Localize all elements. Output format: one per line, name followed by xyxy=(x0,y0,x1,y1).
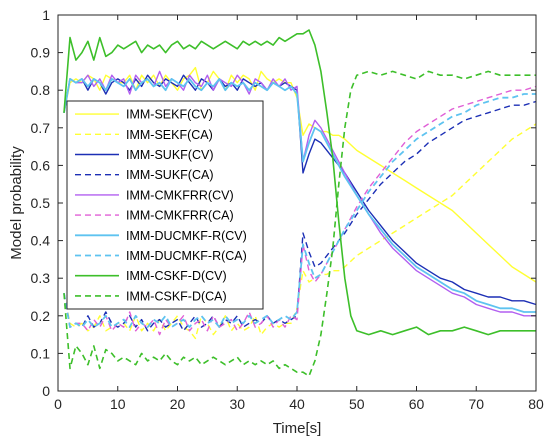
y-tick-label: 1 xyxy=(42,7,50,23)
y-axis-label: Model probability xyxy=(8,146,25,260)
series-line-4 xyxy=(63,70,536,317)
series-layer xyxy=(63,29,537,377)
y-tick-label: 0.5 xyxy=(31,195,51,211)
y-tick-label: 0 xyxy=(42,383,50,399)
legend: IMM-SEKF(CV) IMM-SEKF(CA) IMM-SUKF(CV) IMM-… xyxy=(66,100,264,310)
series-line-5 xyxy=(63,85,537,336)
series-line-8 xyxy=(63,29,536,336)
series-line-6 xyxy=(63,78,536,313)
x-tick-label: 70 xyxy=(468,396,484,412)
y-tick-label: 0.7 xyxy=(31,120,51,136)
legend-label-7: IMM-DUCMKF-R(CA) xyxy=(126,249,247,263)
x-tick-label: 80 xyxy=(528,396,544,412)
ticks-layer: 0 10 20 30 40 50 60 70 80 0 0.1 0.2 0.3 0.4 0.5 0.6 0.7 0… xyxy=(31,7,544,412)
y-tick-label: 0.8 xyxy=(31,82,51,98)
series-line-1 xyxy=(63,123,537,340)
legend-label-8: IMM-CSKF-D(CV) xyxy=(126,269,227,283)
legend-label-5: IMM-CMKFRR(CA) xyxy=(126,209,234,223)
x-tick-label: 0 xyxy=(54,396,62,412)
y-tick-label: 0.4 xyxy=(31,233,51,249)
y-tick-label: 0.9 xyxy=(31,45,51,61)
legend-label-1: IMM-SEKF(CA) xyxy=(126,128,213,142)
series-line-9 xyxy=(63,70,536,377)
legend-label-4: IMM-CMKFRR(CV) xyxy=(126,188,234,202)
legend-label-9: IMM-CSKF-D(CA) xyxy=(126,289,227,303)
legend-box xyxy=(66,100,264,310)
y-tick-label: 0.6 xyxy=(31,157,51,173)
x-axis-label: Time[s] xyxy=(273,420,322,437)
legend-label-3: IMM-SUKF(CA) xyxy=(126,168,214,182)
legend-label-6: IMM-DUCMKF-R(CV) xyxy=(126,229,247,243)
y-tick-label: 0.1 xyxy=(31,345,51,361)
x-tick-label: 10 xyxy=(110,396,126,412)
series-line-7 xyxy=(63,93,536,329)
x-tick-label: 40 xyxy=(289,396,305,412)
y-tick-label: 0.2 xyxy=(31,308,51,324)
legend-label-0: IMM-SEKF(CV) xyxy=(126,108,213,122)
x-tick-label: 50 xyxy=(349,396,365,412)
x-tick-label: 20 xyxy=(170,396,186,412)
x-tick-label: 60 xyxy=(409,396,425,412)
legend-label-2: IMM-SUKF(CV) xyxy=(126,148,214,162)
x-tick-label: 30 xyxy=(229,396,245,412)
y-tick-label: 0.3 xyxy=(31,270,51,286)
